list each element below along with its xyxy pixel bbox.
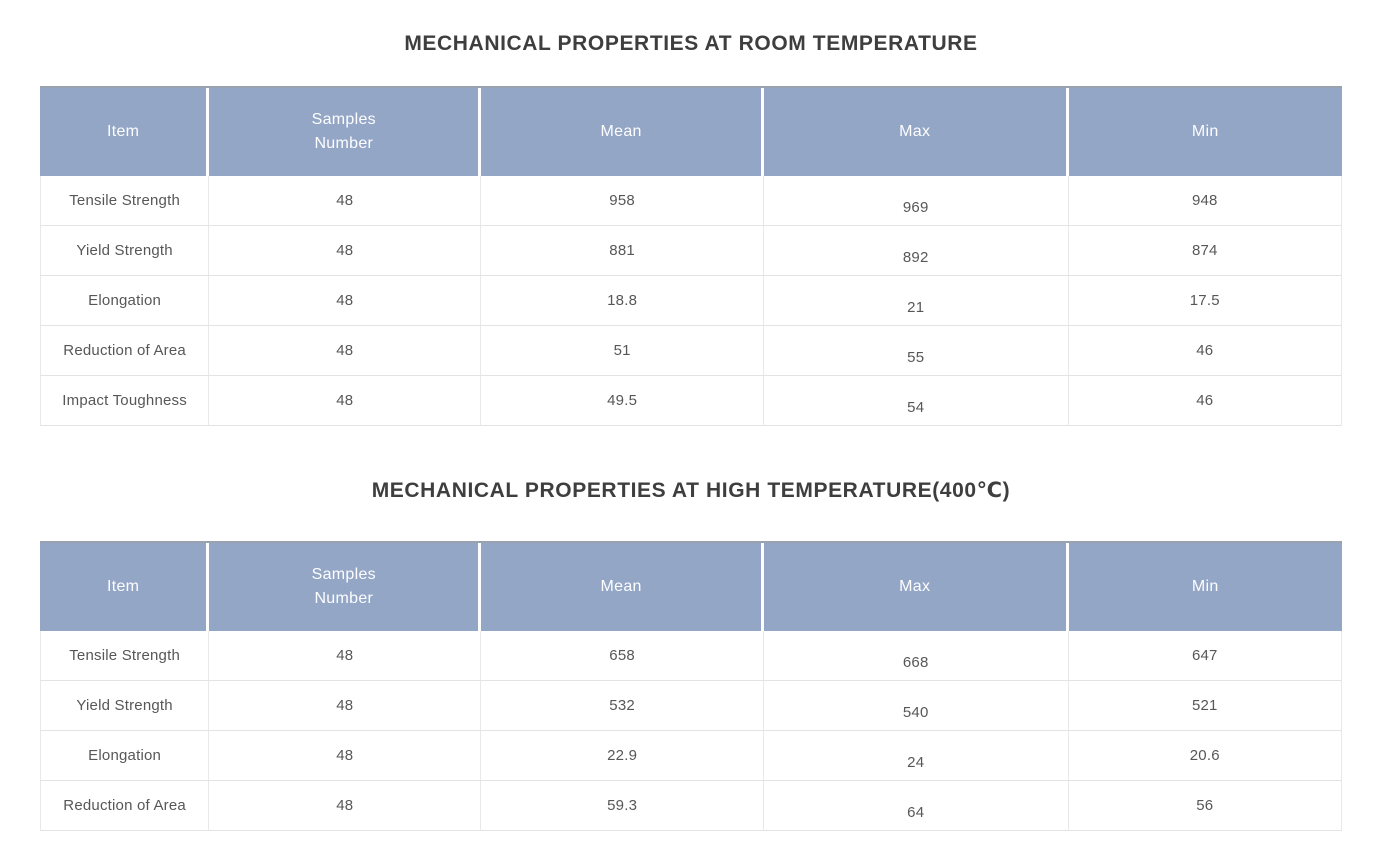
table-row: Yield Strength 48 532 540 521 <box>40 681 1342 731</box>
room-temperature-table: Item Samples Number Mean Max Min Tensile Str… <box>40 86 1342 426</box>
column-header: Max <box>763 543 1069 631</box>
table-cell: 521 <box>1068 681 1342 731</box>
table-row: Tensile Strength 48 958 969 948 <box>40 176 1342 226</box>
table-cell: 658 <box>481 631 764 681</box>
column-header: Samples Number <box>209 88 482 176</box>
table-cell: 48 <box>209 176 482 226</box>
table-cell: 59.3 <box>481 781 764 831</box>
table-row: Impact Toughness 48 49.5 54 46 <box>40 376 1342 426</box>
table-cell: Elongation <box>40 731 210 781</box>
table-cell: Reduction of Area <box>40 326 210 376</box>
header-row: Item Samples Number Mean Max Min <box>40 88 1342 176</box>
table-cell: 48 <box>209 376 482 426</box>
table-cell: 532 <box>481 681 764 731</box>
column-header: Max <box>763 88 1069 176</box>
table-cell: 48 <box>209 781 482 831</box>
table-body: Tensile Strength 48 658 668 647 Yield Strengt… <box>40 631 1342 831</box>
table-cell: 48 <box>209 631 482 681</box>
table-cell: 18.8 <box>481 276 764 326</box>
table-cell: Elongation <box>40 276 210 326</box>
high-temperature-section: MECHANICAL PROPERTIES AT HIGH TEMPERATUR… <box>40 426 1342 831</box>
table-header-row: Item Samples Number Mean Max Min <box>40 543 1342 631</box>
table-cell: 647 <box>1068 631 1342 681</box>
table-cell: 17.5 <box>1068 276 1342 326</box>
column-header: Min <box>1068 88 1342 176</box>
column-header: Mean <box>481 543 764 631</box>
table-cell: 21 <box>763 276 1069 326</box>
column-header: Item <box>40 543 210 631</box>
room-temperature-title: MECHANICAL PROPERTIES AT ROOM TEMPERATUR… <box>404 32 978 55</box>
column-header: Mean <box>481 88 764 176</box>
table-cell: 49.5 <box>481 376 764 426</box>
table-cell: 20.6 <box>1068 731 1342 781</box>
column-header: Samples Number <box>209 543 482 631</box>
table-row: Tensile Strength 48 658 668 647 <box>40 631 1342 681</box>
room-temperature-section: MECHANICAL PROPERTIES AT ROOM TEMPERATUR… <box>40 0 1342 426</box>
table-cell: 48 <box>209 326 482 376</box>
table-cell: Yield Strength <box>40 681 210 731</box>
table-cell: Tensile Strength <box>40 631 210 681</box>
table-cell: 64 <box>763 781 1069 831</box>
table-cell: 48 <box>209 226 482 276</box>
high-temperature-table: Item Samples Number Mean Max Min Tensile Str… <box>40 541 1342 831</box>
table-cell: Yield Strength <box>40 226 210 276</box>
table-row: Elongation 48 22.9 24 20.6 <box>40 731 1342 781</box>
table-cell: 22.9 <box>481 731 764 781</box>
table-cell: 51 <box>481 326 764 376</box>
table-cell: 958 <box>481 176 764 226</box>
table-cell: 48 <box>209 731 482 781</box>
table-cell: 881 <box>481 226 764 276</box>
table-cell: 969 <box>763 176 1069 226</box>
table-row: Yield Strength 48 881 892 874 <box>40 226 1342 276</box>
table-row: Elongation 48 18.8 21 17.5 <box>40 276 1342 326</box>
table-cell: 874 <box>1068 226 1342 276</box>
table-cell: 56 <box>1068 781 1342 831</box>
column-header: Item <box>40 88 210 176</box>
table-cell: 48 <box>209 681 482 731</box>
table-cell: 948 <box>1068 176 1342 226</box>
table-cell: 55 <box>763 326 1069 376</box>
table-cell: 668 <box>763 631 1069 681</box>
high-temperature-title: MECHANICAL PROPERTIES AT HIGH TEMPERATUR… <box>371 479 1011 502</box>
table-cell: 24 <box>763 731 1069 781</box>
table-cell: Tensile Strength <box>40 176 210 226</box>
table-cell: 46 <box>1068 376 1342 426</box>
table-cell: 46 <box>1068 326 1342 376</box>
table-body: Tensile Strength 48 958 969 948 Yield Strengt… <box>40 176 1342 426</box>
table-cell: 54 <box>763 376 1069 426</box>
page-content: MECHANICAL PROPERTIES AT ROOM TEMPERATUR… <box>40 0 1342 831</box>
table-cell: 48 <box>209 276 482 326</box>
table-cell: Impact Toughness <box>40 376 210 426</box>
table-cell: 540 <box>763 681 1069 731</box>
table-row: Reduction of Area 48 51 55 46 <box>40 326 1342 376</box>
header-row: Item Samples Number Mean Max Min <box>40 543 1342 631</box>
table-row: Reduction of Area 48 59.3 64 56 <box>40 781 1342 831</box>
table-header-row: Item Samples Number Mean Max Min <box>40 88 1342 176</box>
table-cell: 892 <box>763 226 1069 276</box>
table-cell: Reduction of Area <box>40 781 210 831</box>
column-header: Min <box>1068 543 1342 631</box>
